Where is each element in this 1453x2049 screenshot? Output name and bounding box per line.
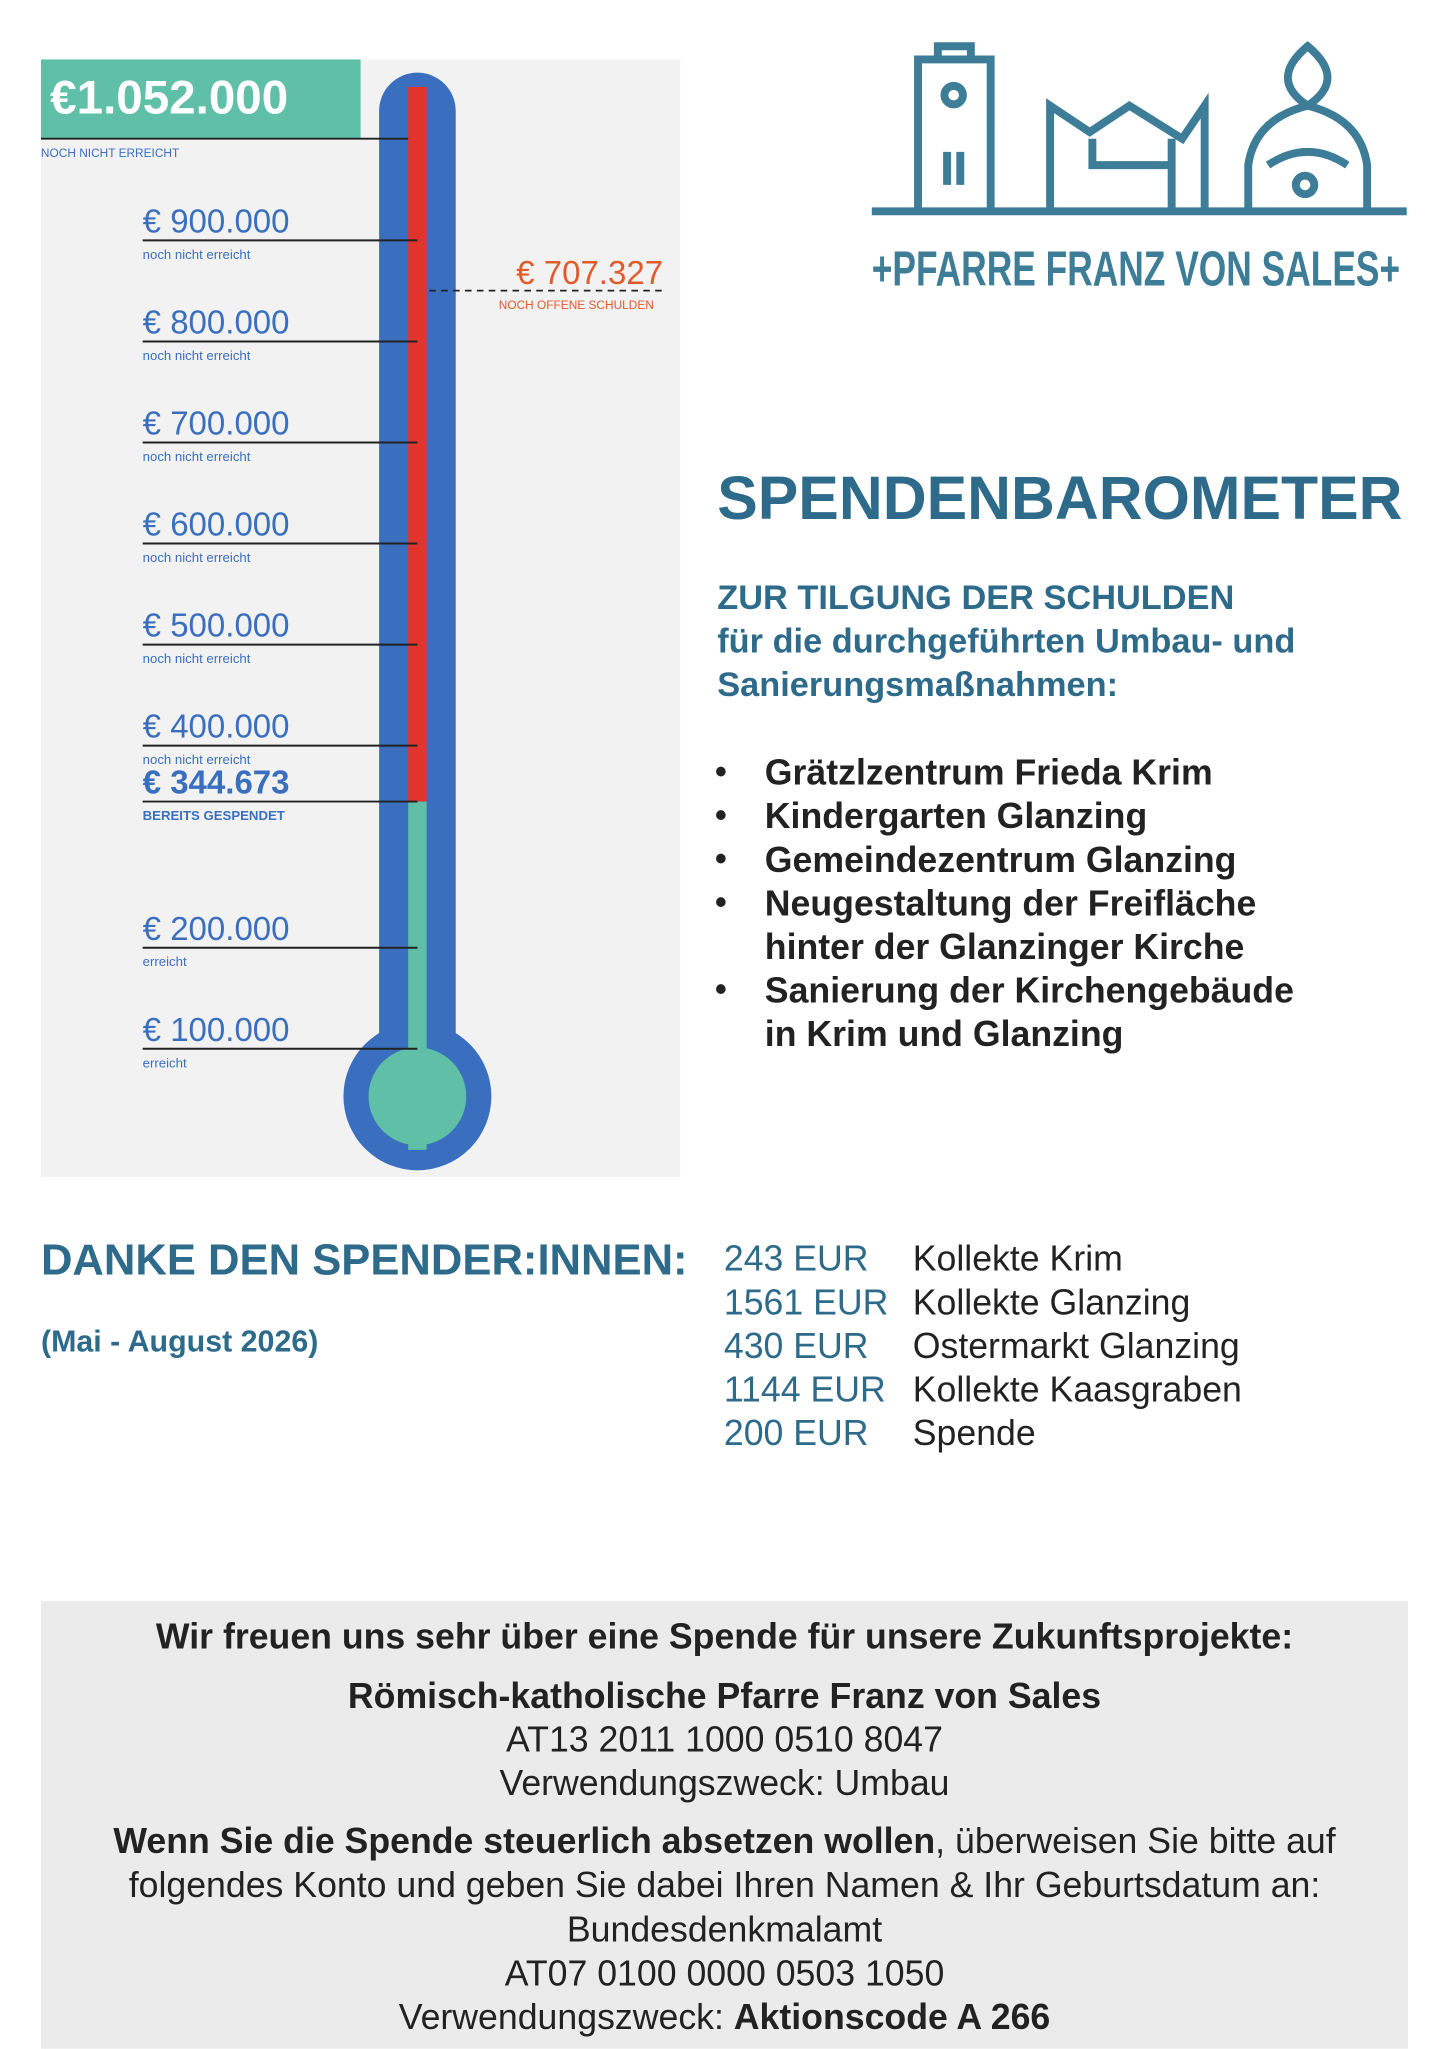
goal-label: €1.052.000 [50,72,288,125]
donation-amount: 200 EUR [723,1413,869,1453]
footer-intro: Wir freuen uns sehr über eine Spende für… [155,1616,1294,1657]
tick-label: € 800.000 [143,304,290,341]
bullet-text: in Krim und Glanzing [764,1014,1124,1055]
donors-heading: DANKE DEN SPENDER:INNEN: [40,1235,688,1284]
tax-line: Wenn Sie die Spende steuerlich absetzen … [41,1822,1408,1863]
subtitle-line: ZUR TILGUNG DER SCHULDEN [717,577,1235,617]
logo-rose [1291,171,1319,199]
tick-note: erreicht [143,954,187,969]
logo-houses [1046,92,1209,212]
bullet-text: Grätzlzentrum Frieda Krim [764,752,1213,793]
account-name: Römisch-katholische Pfarre Franz von Sal… [347,1676,1102,1716]
tax-bold: Wenn Sie die Spende steuerlich absetzen … [113,1821,936,1862]
logo-tower [914,42,995,212]
tick-label: € 100.000 [143,1011,290,1048]
donation-source: Kollekte Krim [912,1239,1123,1279]
tick-note: noch nicht erreicht [143,348,251,363]
bullet-text: hinter der Glanzinger Kirche [764,927,1245,967]
bullet-text: Gemeindezentrum Glanzing [764,840,1237,880]
tax-rest: , überweisen Sie bitte auf [935,1821,1336,1862]
tick-note: noch nicht erreicht [143,449,251,464]
open-fill [408,86,427,802]
subtitle-line: Sanierungsmaßnahmen: [717,664,1119,705]
donation-amount: 1144 EUR [723,1369,886,1410]
thermometer: €1.052.000 NOCH NICHT ERREICHT € 707.327… [40,59,681,1177]
purpose-code: Aktionscode A 266 [733,1997,1051,2037]
tick-label: € 900.000 [143,202,290,239]
goal-note: NOCH NICHT ERREICHT [41,146,179,160]
donation-amount: 243 EUR [723,1239,869,1279]
tick-label: € 400.000 [143,708,290,745]
footer-box: Wir freuen uns sehr über eine Spende für… [40,1600,1409,2049]
bulb-fill [368,1047,467,1146]
donation-amount: 1561 EUR [723,1282,889,1323]
bullet-dot: • [714,882,728,922]
bullet-text: Neugestaltung der Freifläche [764,883,1257,924]
tick-note: noch nicht erreicht [143,550,251,565]
tick-label: € 600.000 [143,506,290,543]
bullet-text: Sanierung der Kirchengebäude [764,970,1294,1011]
title: SPENDENBAROMETER [717,463,1403,533]
account2-iban: AT07 0100 0000 0503 1050 [504,1953,945,1994]
logo-text: +PFARRE FRANZ VON SALES+ [872,242,1400,296]
account-iban: AT13 2011 1000 0510 8047 [506,1719,943,1760]
bullet-text: Kindergarten Glanzing [764,796,1148,837]
logo-slits [943,151,965,185]
tick-label: € 200.000 [143,910,290,947]
open-label: € 707.327 [516,254,663,291]
open-note: NOCH OFFENE SCHULDEN [499,298,654,312]
tick-note: noch nicht erreicht [143,247,251,262]
goal-box [40,59,361,139]
logo-church [1244,41,1372,212]
tick-note: erreicht [143,1055,187,1070]
account-purpose: Verwendungszweck: Umbau [499,1763,950,1804]
tick-label: € 500.000 [143,607,290,644]
subtitle-line: für die durchgeführten Umbau- und [717,620,1296,661]
panel [40,59,681,1177]
donation-source: Kollekte Kaasgraben [912,1369,1242,1410]
bullet-dot: • [714,838,728,879]
bullet-dot: • [714,795,728,835]
bullet-dot: • [714,751,728,792]
donation-source: Kollekte Glanzing [912,1282,1191,1323]
purpose-label: Verwendungszweck: [398,1997,734,2037]
donation-amount: 430 EUR [723,1326,869,1366]
donors-period: (Mai - August 2026) [40,1323,319,1358]
logo: +PFARRE FRANZ VON SALES+ [872,41,1407,296]
logo-window [940,81,967,109]
account2-name: Bundesdenkmalamt [566,1910,883,1950]
tick-label: € 700.000 [143,405,290,442]
donation-source: Spende [912,1413,1036,1453]
tick-note: noch nicht erreicht [143,752,251,767]
tick-note: BEREITS GESPENDET [143,808,285,823]
tick-label: € 344.673 [143,764,290,801]
tax-line-2: folgendes Konto und geben Sie dabei Ihre… [128,1865,1321,1905]
account2-purpose: Verwendungszweck: Aktionscode A 266 [41,1997,1408,2038]
bullet-dot: • [714,969,728,1010]
donation-source: Ostermarkt Glanzing [912,1326,1240,1366]
tick-note: noch nicht erreicht [143,651,251,666]
